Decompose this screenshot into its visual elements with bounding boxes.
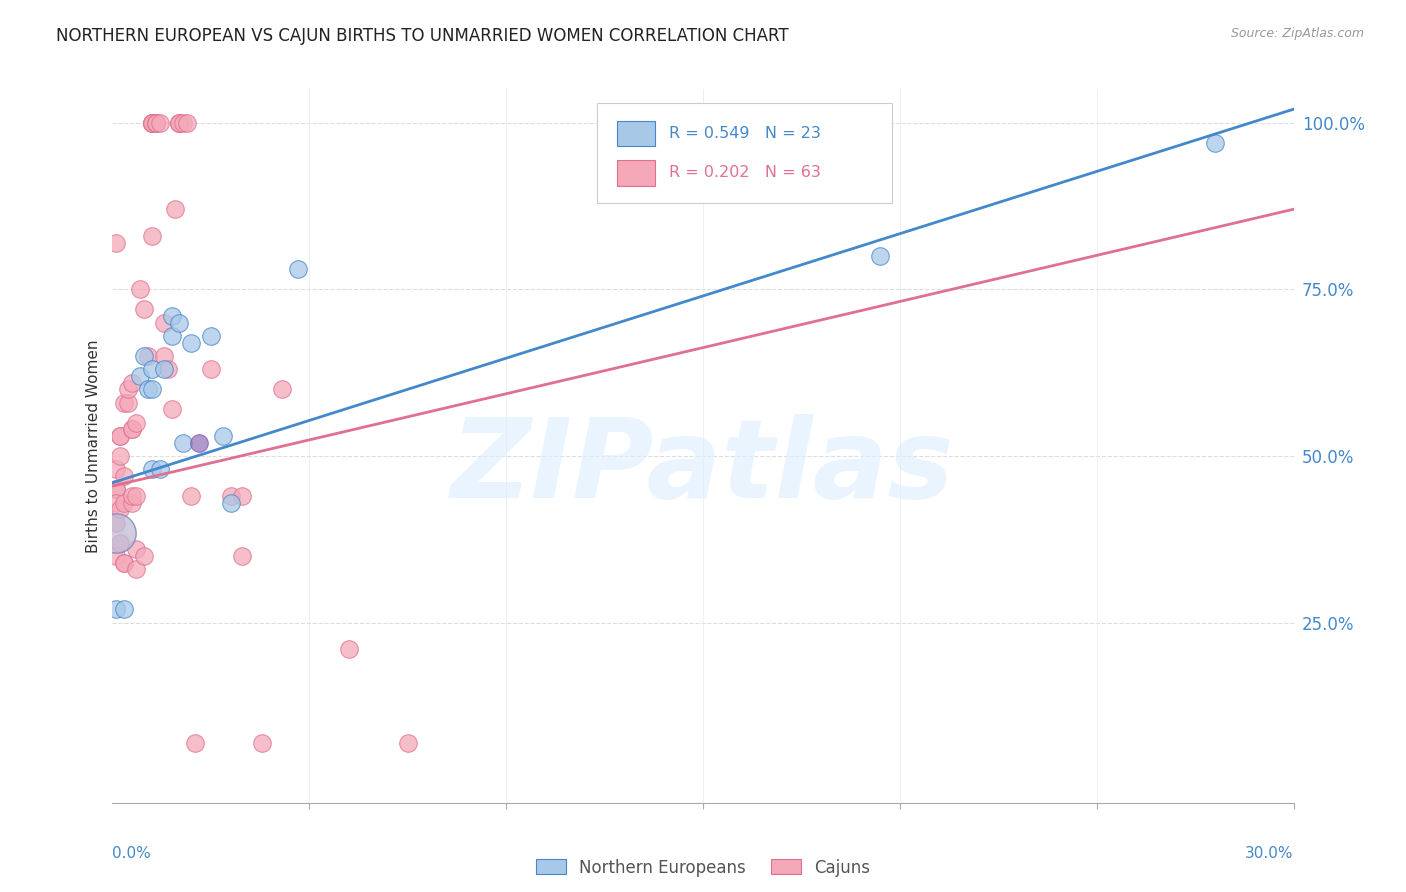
- Point: [105, 483, 128, 497]
- Point: [105, 602, 128, 616]
- Legend: Northern Europeans, Cajuns: Northern Europeans, Cajuns: [536, 858, 870, 877]
- Point: [156, 362, 179, 376]
- Point: [270, 382, 292, 396]
- Point: [219, 496, 242, 510]
- Point: [121, 489, 143, 503]
- Point: [250, 736, 273, 750]
- Point: [172, 115, 194, 129]
- Text: R = 0.202   N = 63: R = 0.202 N = 63: [669, 166, 821, 180]
- Point: [200, 329, 222, 343]
- Point: [396, 736, 419, 750]
- Point: [110, 535, 132, 549]
- Point: [141, 115, 163, 129]
- Point: [160, 402, 183, 417]
- Point: [176, 115, 198, 129]
- Point: [112, 556, 135, 570]
- Point: [188, 435, 211, 450]
- Point: [105, 462, 128, 476]
- Point: [112, 395, 135, 409]
- Point: [110, 429, 132, 443]
- Point: [125, 489, 148, 503]
- Point: [141, 382, 163, 396]
- Point: [112, 469, 135, 483]
- Point: [125, 542, 148, 557]
- Point: [125, 416, 148, 430]
- Point: [180, 489, 202, 503]
- Point: [105, 516, 128, 530]
- Point: [112, 496, 135, 510]
- Point: [121, 376, 143, 390]
- Point: [337, 642, 360, 657]
- Point: [145, 115, 167, 129]
- Point: [129, 368, 152, 383]
- Point: [110, 429, 132, 443]
- Point: [231, 489, 253, 503]
- Point: [152, 349, 174, 363]
- Y-axis label: Births to Unmarried Women: Births to Unmarried Women: [86, 339, 101, 553]
- Point: [184, 736, 207, 750]
- Point: [169, 115, 191, 129]
- Point: [136, 382, 159, 396]
- Point: [152, 362, 174, 376]
- Point: [141, 115, 163, 129]
- Point: [169, 115, 191, 129]
- Point: [141, 228, 163, 243]
- Point: [287, 262, 309, 277]
- Point: [110, 502, 132, 516]
- Point: [152, 316, 174, 330]
- Point: [112, 602, 135, 616]
- Point: [149, 462, 172, 476]
- Point: [121, 422, 143, 436]
- Point: [121, 422, 143, 436]
- Text: ZIPatlas: ZIPatlas: [451, 414, 955, 521]
- Point: [169, 115, 191, 129]
- Point: [132, 549, 155, 563]
- Point: [105, 525, 128, 540]
- Point: [180, 335, 202, 350]
- Text: 0.0%: 0.0%: [112, 846, 152, 861]
- Point: [1204, 136, 1226, 150]
- Point: [231, 549, 253, 563]
- Point: [145, 115, 167, 129]
- Point: [172, 435, 194, 450]
- FancyBboxPatch shape: [617, 161, 655, 186]
- Point: [141, 115, 163, 129]
- Point: [219, 489, 242, 503]
- Text: R = 0.549   N = 23: R = 0.549 N = 23: [669, 127, 821, 141]
- Point: [211, 429, 233, 443]
- Point: [105, 549, 128, 563]
- Point: [112, 556, 135, 570]
- Point: [141, 462, 163, 476]
- Point: [145, 115, 167, 129]
- Point: [160, 329, 183, 343]
- Point: [105, 525, 128, 540]
- Point: [121, 496, 143, 510]
- Point: [141, 362, 163, 376]
- Point: [136, 349, 159, 363]
- Point: [105, 235, 128, 250]
- Point: [141, 115, 163, 129]
- Point: [160, 309, 183, 323]
- Point: [149, 115, 172, 129]
- Point: [165, 202, 187, 217]
- Point: [110, 449, 132, 463]
- Point: [132, 349, 155, 363]
- Point: [117, 395, 139, 409]
- Point: [200, 362, 222, 376]
- Text: 30.0%: 30.0%: [1246, 846, 1294, 861]
- Point: [117, 382, 139, 396]
- FancyBboxPatch shape: [596, 103, 891, 203]
- Point: [105, 483, 128, 497]
- Point: [129, 282, 152, 296]
- Text: Source: ZipAtlas.com: Source: ZipAtlas.com: [1230, 27, 1364, 40]
- Point: [105, 496, 128, 510]
- FancyBboxPatch shape: [617, 121, 655, 146]
- Point: [132, 302, 155, 317]
- Text: NORTHERN EUROPEAN VS CAJUN BIRTHS TO UNMARRIED WOMEN CORRELATION CHART: NORTHERN EUROPEAN VS CAJUN BIRTHS TO UNM…: [56, 27, 789, 45]
- Point: [125, 562, 148, 576]
- Point: [869, 249, 891, 263]
- Point: [169, 316, 191, 330]
- Point: [141, 115, 163, 129]
